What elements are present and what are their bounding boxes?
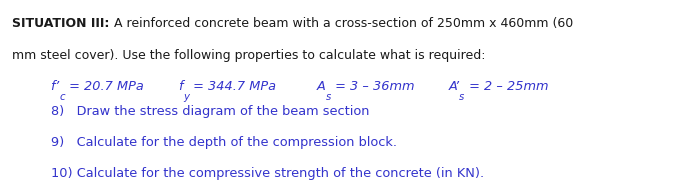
Text: c: c: [60, 92, 65, 102]
Text: f: f: [179, 80, 183, 93]
Text: = 2 – 25mm: = 2 – 25mm: [464, 80, 548, 93]
Text: s: s: [460, 92, 464, 102]
Text: = 3 – 36mm: = 3 – 36mm: [331, 80, 415, 93]
Text: A reinforced concrete beam with a cross-section of 250mm x 460mm (60: A reinforced concrete beam with a cross-…: [109, 17, 573, 30]
Text: 10) Calculate for the compressive strength of the concrete (in KN).: 10) Calculate for the compressive streng…: [51, 167, 484, 180]
Text: A’: A’: [448, 80, 460, 93]
Text: mm steel cover). Use the following properties to calculate what is required:: mm steel cover). Use the following prope…: [12, 49, 486, 62]
Text: 8)   Draw the stress diagram of the beam section: 8) Draw the stress diagram of the beam s…: [51, 105, 369, 118]
Text: = 344.7 MPa: = 344.7 MPa: [189, 80, 276, 93]
Text: = 20.7 MPa: = 20.7 MPa: [65, 80, 144, 93]
Text: SITUATION III:: SITUATION III:: [12, 17, 109, 30]
Text: A: A: [317, 80, 326, 93]
Text: s: s: [326, 92, 331, 102]
Text: y: y: [183, 92, 189, 102]
Text: 9)   Calculate for the depth of the compression block.: 9) Calculate for the depth of the compre…: [51, 136, 396, 149]
Text: f’: f’: [51, 80, 60, 93]
